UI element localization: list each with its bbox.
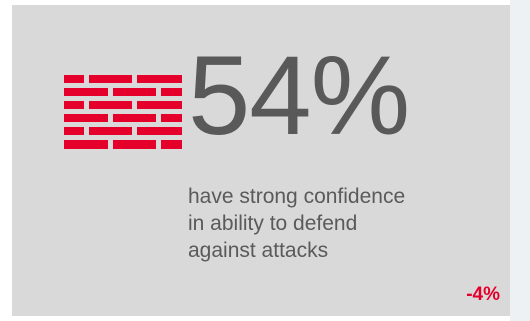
stat-value: 54% <box>188 33 410 158</box>
stat-card <box>12 5 510 316</box>
stat-caption: have strong confidence in ability to def… <box>188 183 488 264</box>
caption-line: in ability to defend <box>188 212 358 235</box>
brick-wall-icon <box>64 75 182 149</box>
caption-line: against attacks <box>188 239 329 262</box>
caption-line: have strong confidence <box>188 185 406 208</box>
page-edge <box>510 0 530 321</box>
change-badge: -4% <box>466 284 500 305</box>
